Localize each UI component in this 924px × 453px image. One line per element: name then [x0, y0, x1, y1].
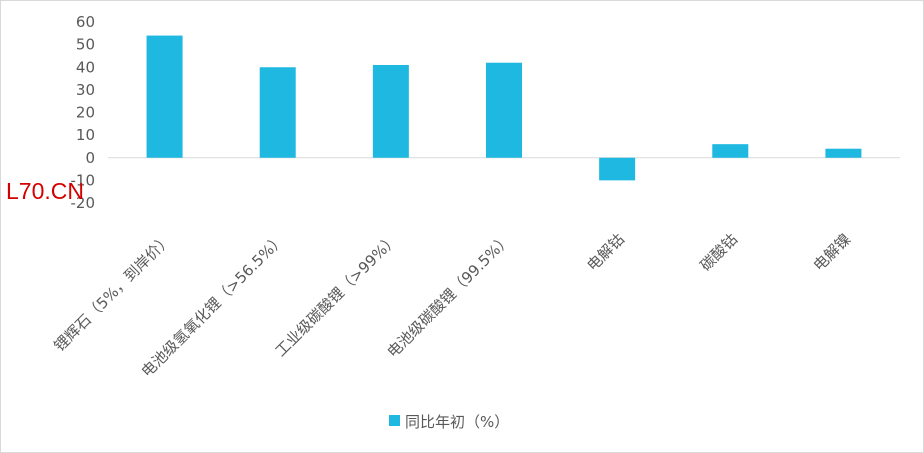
y-tick-label: -20 — [71, 194, 96, 212]
bar — [372, 64, 409, 158]
y-tick-label: 20 — [76, 104, 95, 122]
category-label: 锂辉石（5%，到岸价） — [50, 230, 175, 355]
y-tick-label: 60 — [76, 13, 95, 31]
watermark: L70.CN — [6, 178, 84, 204]
category-label: 碳酸钴 — [697, 230, 742, 275]
legend-swatch — [389, 415, 400, 426]
category-labels: 锂辉石（5%，到岸价）电池级氢氧化锂（>56.5%）工业级碳酸锂（>99%）电池… — [50, 230, 854, 381]
y-tick-label: 10 — [76, 126, 95, 144]
y-tick-label: 40 — [76, 58, 95, 76]
bar — [259, 67, 296, 158]
legend-label: 同比年初（%） — [405, 413, 509, 431]
category-label: 电池级碳酸锂（99.5%） — [384, 230, 515, 361]
category-label: 电解镍 — [810, 230, 855, 275]
y-axis-ticks: 60 50 40 30 20 10 0 -10 -20 — [71, 13, 96, 212]
bar — [712, 144, 749, 158]
bar — [599, 157, 636, 181]
bar — [825, 148, 862, 158]
bars — [146, 35, 862, 181]
y-tick-label: 50 — [76, 36, 95, 54]
bar — [146, 35, 183, 158]
legend: 同比年初（%） — [389, 413, 509, 431]
y-tick-label: -10 — [71, 171, 96, 189]
y-tick-label: 0 — [85, 149, 95, 167]
category-label: 电解钴 — [583, 230, 628, 275]
bar — [486, 62, 522, 158]
category-label: 工业级碳酸锂（>99%） — [272, 230, 402, 360]
y-tick-label: 30 — [76, 81, 95, 99]
